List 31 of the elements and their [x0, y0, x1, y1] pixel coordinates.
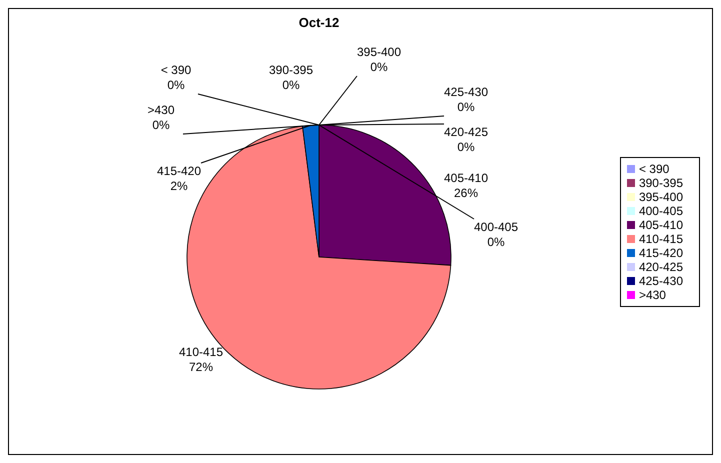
legend-label: 420-425 — [638, 260, 683, 274]
slice-label: 415-420 — [156, 164, 202, 178]
legend-label: 415-420 — [638, 246, 683, 260]
legend-label: 400-405 — [638, 204, 683, 218]
chart-title: Oct-12 — [298, 15, 340, 30]
data-label: 26% — [454, 186, 478, 200]
text: 0% — [457, 140, 475, 154]
legend-label: 395-400 — [638, 190, 683, 204]
slice-label: 410-415 — [178, 345, 224, 359]
legend-label: < 390 — [638, 162, 670, 176]
category-label: 395-400 — [356, 45, 402, 59]
category-label: 425-430 — [444, 85, 488, 99]
text: 0% — [167, 78, 185, 92]
legend-label: >430 — [638, 288, 666, 302]
category-label: 400-405 — [474, 220, 518, 234]
legend-label: 425-430 — [638, 274, 683, 288]
text: 0% — [370, 60, 388, 74]
legend-label: 405-410 — [638, 218, 683, 232]
category-label: < 390 — [160, 63, 192, 77]
text: 0% — [152, 118, 170, 132]
category-label: >430 — [147, 103, 175, 117]
category-label: 390-395 — [268, 63, 314, 77]
text: 0% — [282, 78, 300, 92]
data-label: 2% — [170, 179, 188, 193]
category-label: 420-425 — [444, 125, 488, 139]
data-label: 72% — [188, 360, 214, 374]
legend-label: 410-415 — [638, 232, 683, 246]
legend-label: 390-395 — [638, 176, 683, 190]
slice-label: 405-410 — [444, 171, 488, 185]
text: 0% — [487, 235, 505, 249]
text: 0% — [457, 100, 475, 114]
